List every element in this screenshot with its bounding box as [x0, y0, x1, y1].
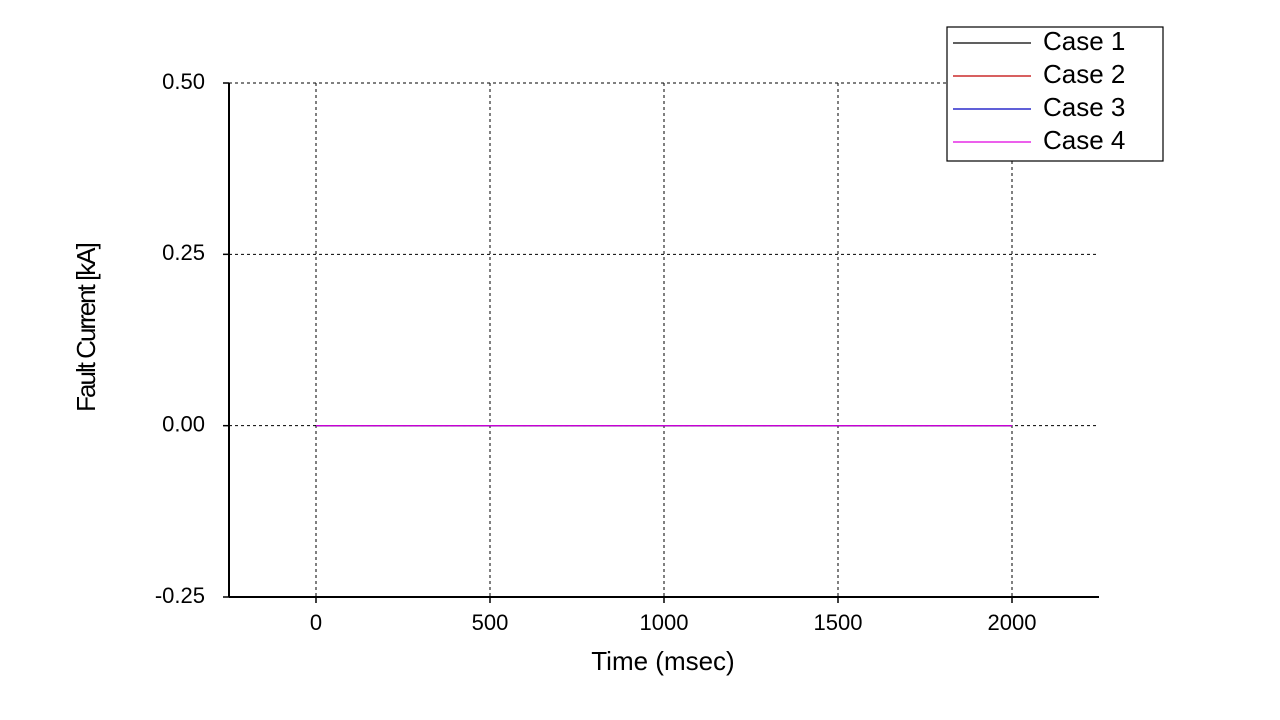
- x-tick-label: 1500: [814, 610, 863, 635]
- legend-label: Case 2: [1043, 59, 1125, 89]
- x-axis-label: Time (msec): [591, 646, 734, 676]
- x-tick-label: 2000: [988, 610, 1037, 635]
- x-tick-label: 1000: [640, 610, 689, 635]
- y-tick-label: 0.00: [162, 411, 205, 436]
- legend-box: [946, 26, 1164, 162]
- legend-label: Case 1: [1043, 26, 1125, 56]
- y-tick-label: 0.25: [162, 240, 205, 265]
- x-tick-label: 0: [310, 610, 322, 635]
- legend-label: Case 4: [1043, 125, 1125, 155]
- legend-label: Case 3: [1043, 92, 1125, 122]
- y-axis-label: Fault Current [kA]: [71, 243, 101, 412]
- y-tick-label: 0.50: [162, 69, 205, 94]
- y-tick-label: -0.25: [155, 583, 205, 608]
- x-tick-label: 500: [472, 610, 509, 635]
